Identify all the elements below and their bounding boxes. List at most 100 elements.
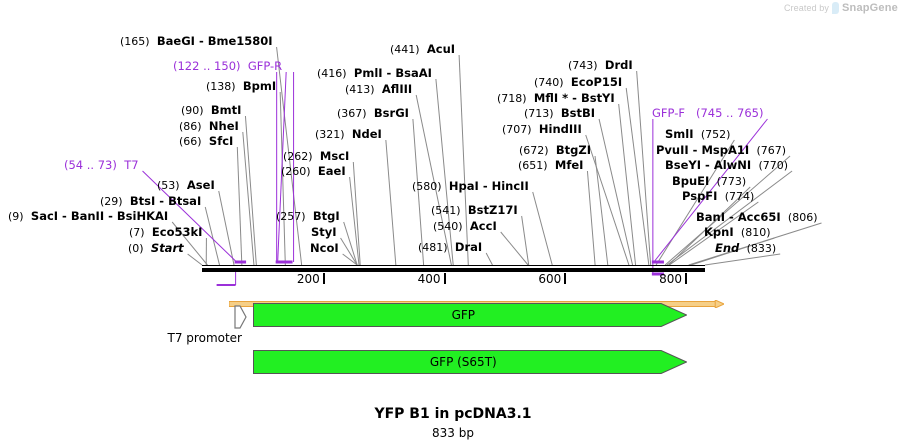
enzyme-label-hpai[interactable]: (580) HpaI - HincII — [412, 179, 529, 194]
enzyme-position: (773) — [716, 175, 747, 188]
enzyme-label-pvuii[interactable]: PvuII - MspA1I (767) — [656, 143, 786, 158]
enzyme-label-bani[interactable]: BanI - Acc65I (806) — [696, 210, 818, 225]
enzyme-position: (707) — [502, 123, 532, 136]
primer-label-gfp-r[interactable]: (122 .. 150) GFP-R — [173, 60, 282, 73]
enzyme-label-drdi[interactable]: (743) DrdI — [568, 59, 633, 73]
enzyme-name: EaeI — [317, 164, 346, 178]
enzyme-name: BaeGI — [156, 34, 195, 48]
leader-ncoi — [342, 253, 358, 266]
enzyme-name: Start — [150, 241, 184, 255]
enzyme-position: (713) — [524, 107, 554, 120]
enzyme-name: BsiHKAI — [116, 209, 169, 223]
enzyme-label-btsi[interactable]: (29) BtsI - BtsaI — [100, 194, 202, 209]
enzyme-label-msci[interactable]: (262) MscI — [283, 150, 349, 164]
feature-gfp-s65t[interactable]: GFP (S65T) — [252, 350, 687, 374]
ruler-tick-label-400: 400 — [417, 272, 441, 286]
leader-drdi — [636, 70, 652, 266]
enzyme-name: Acc65I — [737, 210, 781, 224]
enzyme-label-ndei[interactable]: (321) NdeI — [315, 128, 382, 142]
enzyme-name: MspA1I — [701, 143, 750, 157]
enzyme-position: (718) — [497, 92, 527, 105]
enzyme-name: BtgZI — [555, 143, 592, 157]
leader-nhei — [242, 131, 255, 266]
enzyme-position: (29) — [100, 195, 123, 208]
enzyme-label-start[interactable]: (0) Start — [128, 241, 184, 256]
enzyme-name: PvuII — [656, 143, 689, 157]
enzyme-label-hindiii[interactable]: (707) HindIII — [502, 123, 582, 137]
enzyme-label-mflii[interactable]: (718) MflI * - BstYI — [497, 91, 615, 106]
enzyme-label-end[interactable]: End (833) — [715, 241, 776, 256]
enzyme-label-btgi[interactable]: (257) BtgI — [276, 210, 340, 224]
enzyme-name: Bme1580I — [207, 34, 273, 48]
feature-t7-promoter[interactable] — [232, 305, 248, 329]
enzyme-name: AlwNI — [713, 158, 752, 172]
enzyme-label-nhei[interactable]: (86) NheI — [179, 120, 239, 134]
enzyme-label-btgzi[interactable]: (672) BtgZI — [519, 143, 592, 158]
enzyme-label-bseyi[interactable]: BseYI - AlwNI (770) — [665, 158, 788, 173]
primer-label-t7[interactable]: (54 .. 73) T7 — [64, 159, 139, 172]
leader-ecop15i — [625, 87, 650, 266]
enzyme-position: (9) — [8, 210, 24, 223]
enzyme-label-acui[interactable]: (441) AcuI — [390, 43, 455, 57]
enzyme-label-styi[interactable]: StyI — [311, 226, 337, 239]
enzyme-label-bpuei[interactable]: BpuEI (773) — [672, 175, 747, 189]
primer-name: GFP-F — [652, 106, 685, 120]
enzyme-position: (165) — [120, 35, 150, 48]
enzyme-label-ecop15i[interactable]: (740) EcoP15I — [534, 76, 622, 90]
leader-bstbi — [598, 118, 634, 266]
enzyme-label-pmli[interactable]: (416) PmlI - BsaAI — [317, 66, 432, 81]
enzyme-label-asei[interactable]: (53) AseI — [157, 179, 215, 193]
leader-msci — [352, 161, 361, 266]
enzyme-label-bstbi[interactable]: (713) BstBI — [524, 107, 595, 121]
enzyme-label-ncoi[interactable]: NcoI — [310, 242, 339, 255]
enzyme-name-separator: - — [155, 194, 169, 208]
enzyme-label-bstz17i[interactable]: (541) BstZ17I — [431, 204, 518, 218]
leader-bpmi — [279, 91, 286, 266]
enzyme-label-smli[interactable]: SmlI (752) — [665, 127, 730, 142]
leader-mflii — [618, 103, 637, 266]
enzyme-label-pspfi[interactable]: PspFI (774) — [682, 190, 754, 204]
enzyme-position: (541) — [431, 204, 461, 217]
enzyme-label-baegi[interactable]: (165) BaeGI - Bme1580I — [120, 34, 273, 49]
enzyme-label-bpmi[interactable]: (138) BpmI — [206, 80, 276, 94]
feature-gfp[interactable]: GFP — [252, 303, 687, 327]
enzyme-name: BtsaI — [168, 194, 202, 208]
enzyme-position: (260) — [281, 165, 311, 178]
enzyme-name: MfeI — [554, 158, 584, 172]
leader-mfei — [586, 170, 596, 266]
enzyme-position: (413) — [345, 83, 375, 96]
enzyme-name: SmlI — [665, 127, 694, 141]
enzyme-name: End — [715, 241, 740, 255]
primer-label-gfp-f[interactable]: GFP-F (745 .. 765) — [652, 107, 763, 120]
ruler-bar — [202, 268, 705, 272]
enzyme-label-kpni[interactable]: KpnI (810) — [704, 226, 771, 240]
enzyme-label-eco53ki[interactable]: (7) Eco53kI — [129, 226, 202, 240]
enzyme-label-mfei[interactable]: (651) MfeI — [518, 158, 584, 173]
enzyme-position: (262) — [283, 150, 313, 163]
feature-label-t7-promoter: T7 promoter — [167, 331, 242, 345]
orange-range-arrow — [228, 293, 726, 309]
enzyme-name-separator: - — [382, 66, 396, 80]
ruler-hairline — [202, 265, 705, 266]
enzyme-label-acci[interactable]: (540) AccI — [433, 220, 497, 234]
enzyme-name: NcoI — [310, 241, 339, 255]
enzyme-label-sfci[interactable]: (66) SfcI — [179, 134, 234, 149]
ruler-tick-800 — [685, 273, 688, 284]
enzyme-position: (367) — [337, 107, 367, 120]
enzyme-name: HincII — [491, 179, 529, 193]
leader-start — [187, 253, 203, 266]
enzyme-label-afliii[interactable]: (413) AflIII — [345, 83, 412, 97]
enzyme-name: BstYI — [580, 91, 615, 105]
enzyme-name: SfcI — [208, 134, 234, 148]
enzyme-label-bsrgi[interactable]: (367) BsrGI — [337, 107, 409, 121]
enzyme-position: (7) — [129, 226, 145, 239]
enzyme-label-saci[interactable]: (9) SacI - BanII - BsiHKAI — [8, 209, 169, 224]
leader-bmti — [244, 115, 257, 266]
enzyme-position: (321) — [315, 128, 345, 141]
enzyme-label-drai[interactable]: (481) DraI — [418, 241, 482, 255]
enzyme-position: (90) — [181, 104, 204, 117]
page-subtitle-length: 833 bp — [432, 426, 474, 440]
enzyme-label-eaei[interactable]: (260) EaeI — [281, 164, 346, 179]
enzyme-label-bmti[interactable]: (90) BmtI — [181, 104, 241, 118]
enzyme-name: BseYI — [665, 158, 702, 172]
